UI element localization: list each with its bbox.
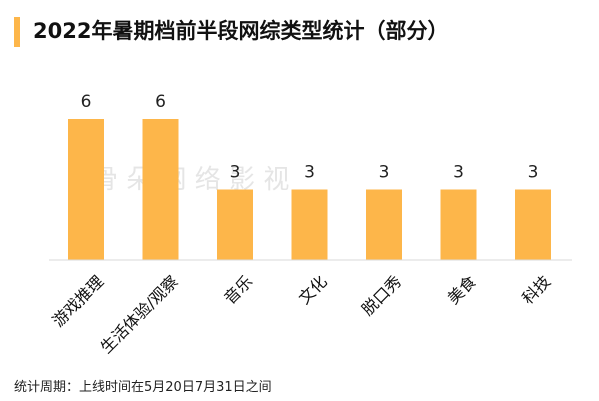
- category-label-7: 科技: [518, 272, 554, 308]
- data-label-7: 3: [528, 163, 539, 183]
- bar-1: [68, 119, 104, 260]
- title-accent-bar: [14, 17, 20, 47]
- data-label-2: 6: [155, 92, 166, 112]
- data-label-4: 3: [304, 163, 315, 183]
- category-label-6: 美食: [444, 272, 480, 308]
- category-label-3: 音乐: [220, 272, 256, 308]
- footnote: 统计周期：上线时间在5月20日7月31日之间: [14, 380, 272, 395]
- page-title: 2022年暑期档前半段网综类型统计（部分）: [33, 19, 449, 43]
- data-label-5: 3: [379, 163, 390, 183]
- bar-3: [217, 189, 253, 260]
- bar-5: [366, 189, 402, 260]
- category-label-4: 文化: [295, 272, 331, 308]
- category-label-5: 脱口秀: [358, 272, 405, 319]
- data-label-1: 6: [81, 92, 92, 112]
- bar-2: [142, 119, 179, 260]
- bar-4: [291, 189, 328, 260]
- category-label-1: 游戏推理: [49, 272, 108, 331]
- watermark: 骨 朵 网 络 影 视: [92, 165, 289, 195]
- data-label-3: 3: [230, 163, 241, 183]
- bar-7: [515, 189, 551, 260]
- category-label-2: 生活体验/观察: [97, 272, 182, 357]
- bar-6: [440, 189, 477, 260]
- data-label-6: 3: [453, 163, 464, 183]
